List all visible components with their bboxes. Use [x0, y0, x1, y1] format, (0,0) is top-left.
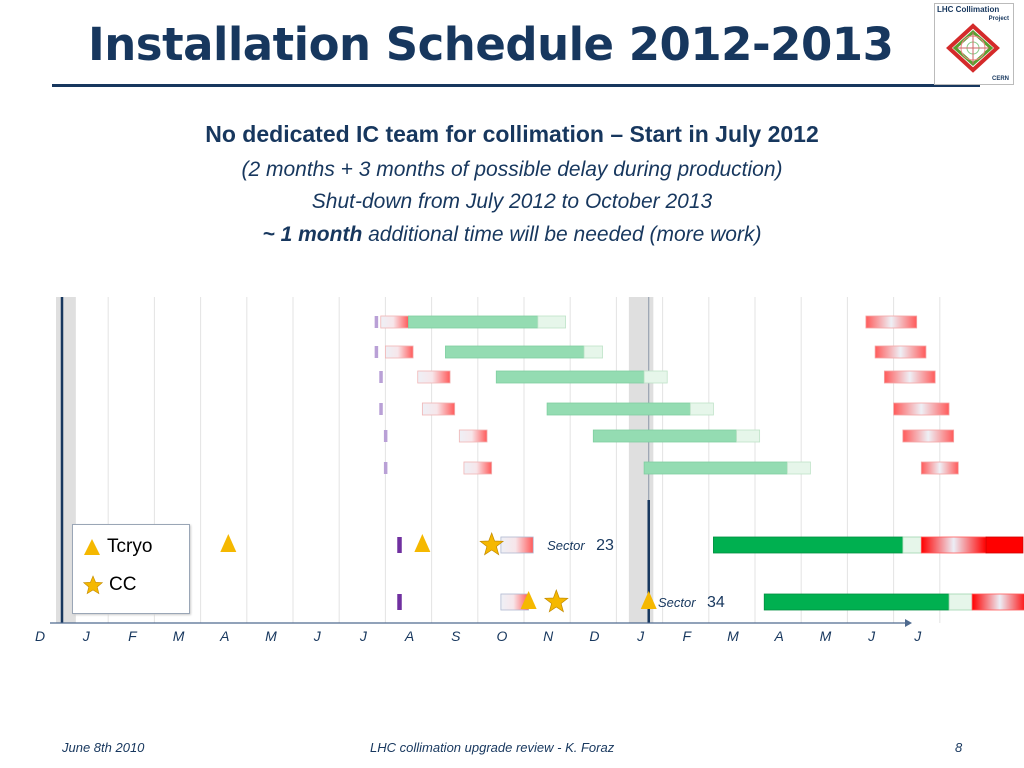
subtitle-line4: ~ 1 month additional time will be needed… [0, 223, 1024, 247]
month-label-1: J [82, 628, 91, 644]
sector-23-pre-bar [500, 536, 534, 554]
footer-event: LHC collimation upgrade review - K. Fora… [370, 740, 615, 755]
month-label-2: F [128, 628, 138, 644]
sector-34-tcryo-milestone-1 [640, 591, 657, 609]
month-label-9: S [451, 628, 461, 644]
row-4-marker [383, 430, 388, 442]
legend-item-tcryo: Tcryo [83, 535, 152, 559]
sector-34-label-prefix: Sector [658, 595, 696, 610]
logo-line2: Project [988, 16, 1009, 22]
star-icon [83, 575, 103, 595]
row-3-marker [379, 403, 383, 415]
row-5-contingency-bar [786, 461, 811, 475]
month-label-18: J [867, 628, 876, 644]
row-0-pre-bar [380, 315, 409, 329]
month-label-8: A [404, 628, 414, 644]
legend: Tcryo CC [72, 524, 190, 614]
row-0-post-bar [865, 315, 918, 329]
sector-23-tcryo-milestone-0 [220, 534, 237, 552]
subtitle-main: No dedicated IC team for collimation – S… [205, 121, 819, 147]
installation-gantt-chart: D J F M A M J J A S O N D J F M A M J J Sector 23 Sector 34 [35, 297, 1024, 644]
legend-label-tcryo: Tcryo [107, 536, 153, 557]
month-label-13: J [636, 628, 645, 644]
sector-23-cc-milestone-0 [479, 531, 505, 556]
footer-date: June 8th 2010 [62, 740, 145, 755]
month-label-15: M [727, 628, 739, 644]
row-4-post-bar [902, 429, 955, 443]
row-4-pre-bar [458, 429, 488, 443]
row-5-install-bar [643, 461, 788, 475]
row-5-post-bar [920, 461, 959, 475]
month-label-19: J [913, 628, 922, 644]
sector-34-post-bar [971, 593, 1024, 611]
sector-23-post-strong-bar [985, 536, 1024, 554]
sector-34-cc-milestone-0 [543, 588, 569, 613]
sector-34-label-number: 34 [707, 594, 725, 611]
row-1-pre-bar [384, 345, 414, 359]
time-axis-arrowhead [905, 619, 912, 627]
row-0-contingency-bar [537, 315, 566, 329]
row-2-post-bar [883, 370, 936, 384]
legend-label-cc: CC [109, 574, 137, 595]
month-label-12: D [589, 628, 599, 644]
month-label-14: F [683, 628, 693, 644]
row-1-contingency-bar [583, 345, 603, 359]
subtitle-line2: (2 months + 3 months of possible delay d… [241, 158, 783, 181]
month-label-4: A [219, 628, 229, 644]
sector-23-install-bar [713, 536, 904, 554]
collimator-emblem-icon [946, 23, 1000, 73]
subtitle-line3: Shut-down from July 2012 to October 2013 [311, 190, 713, 213]
row-4-install-bar [592, 429, 737, 443]
month-label-3: M [173, 628, 185, 644]
lhc-collimation-logo: LHC Collimation Project CERN [934, 3, 1014, 85]
row-1-post-bar [874, 345, 927, 359]
row-1-install-bar [445, 345, 585, 359]
month-label-11: N [543, 628, 554, 644]
sector-34-tcryo-milestone-0 [520, 591, 537, 609]
sector-23-label-prefix: Sector [547, 538, 585, 553]
row-3-pre-bar [421, 402, 456, 416]
row-0-install-bar [408, 315, 539, 329]
row-3-post-bar [893, 402, 950, 416]
row-5-pre-bar [463, 461, 493, 475]
sector-23-post-bar [920, 536, 987, 554]
row-2-contingency-bar [643, 370, 668, 384]
sector-23-label-number: 23 [596, 537, 614, 554]
footer-page-number: 8 [955, 740, 963, 755]
logo-line1: LHC Collimation [937, 5, 1000, 14]
sector-34-contingency-bar [948, 593, 973, 611]
logo-line3: CERN [991, 76, 1009, 82]
title-divider [52, 84, 980, 87]
sector-34-install-bar [763, 593, 950, 611]
subtitle-line4-rest: additional time will be needed (more wor… [362, 223, 762, 246]
month-label-7: J [359, 628, 368, 644]
triangle-icon [84, 539, 100, 555]
month-label-10: O [497, 628, 508, 644]
row-5-marker [383, 462, 388, 474]
row-2-pre-bar [417, 370, 451, 384]
row-4-contingency-bar [736, 429, 761, 443]
subtitle-line4-bold: ~ 1 month [262, 223, 363, 246]
sector-23-tcryo-milestone-1 [414, 534, 431, 552]
legend-item-cc: CC [83, 573, 136, 597]
page-title: Installation Schedule 2012-2013 [88, 18, 894, 71]
row-2-marker [379, 371, 383, 383]
month-label-17: M [820, 628, 832, 644]
sector-23-marker [397, 537, 402, 553]
row-3-install-bar [546, 402, 691, 416]
month-label-5: M [265, 628, 277, 644]
sector-34-marker [397, 594, 402, 610]
row-0-marker [374, 316, 379, 328]
month-label-6: J [313, 628, 322, 644]
month-label-16: A [774, 628, 784, 644]
row-3-contingency-bar [689, 402, 714, 416]
row-1-marker [374, 346, 379, 358]
month-label-0: D [35, 628, 45, 644]
sector-23-contingency-bar [902, 536, 922, 554]
row-2-install-bar [495, 370, 645, 384]
